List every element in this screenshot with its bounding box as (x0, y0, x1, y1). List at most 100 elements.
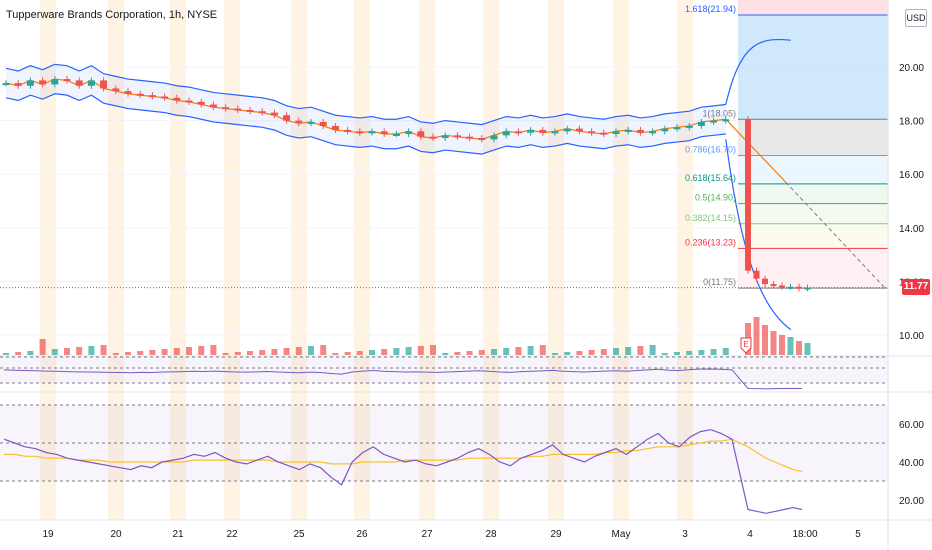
candle (356, 131, 364, 134)
rsi-ma-line (4, 438, 803, 473)
volume-bar (661, 353, 668, 355)
session-band (291, 0, 307, 520)
volume-bar (173, 348, 180, 355)
volume-bar (515, 347, 522, 355)
candle (368, 131, 376, 134)
volume-bar (613, 348, 619, 355)
session-band (483, 0, 499, 520)
candle (563, 128, 571, 132)
candle (588, 131, 596, 134)
candle (770, 284, 777, 287)
volume-bar (454, 352, 461, 355)
volume-bar (247, 351, 253, 355)
candle (429, 136, 437, 139)
volume-bar (588, 350, 595, 355)
candle (779, 285, 785, 288)
candle (417, 131, 425, 137)
candle (344, 129, 352, 132)
fib-zone (738, 119, 888, 156)
candle (14, 83, 22, 86)
session-band (224, 0, 240, 520)
bollinger-lower-drop (725, 139, 792, 331)
candle (722, 119, 730, 122)
session-band (170, 0, 186, 520)
candle (112, 88, 120, 92)
candle (804, 287, 811, 290)
volume-bar (295, 347, 302, 355)
volume-bar (320, 345, 327, 355)
volume-bar (271, 349, 278, 355)
candle (600, 132, 608, 135)
candle (787, 286, 794, 289)
time-tick-label: 29 (550, 529, 562, 540)
candle (51, 79, 59, 85)
time-tick-label: 18:00 (792, 529, 817, 540)
bollinger-upper-drop (725, 39, 791, 105)
fib-label: 0(11.75) (703, 277, 736, 287)
candle (636, 129, 644, 133)
volume-bar (64, 348, 70, 355)
volume-bar (576, 351, 583, 355)
candle (87, 80, 95, 86)
volume-bar (417, 346, 424, 355)
time-tick-label: 26 (356, 529, 368, 540)
candle (753, 270, 760, 279)
volume-bar (186, 347, 192, 355)
volume-bar (710, 349, 717, 355)
volume-bar (625, 347, 632, 355)
candle (258, 111, 266, 114)
time-tick-label: 27 (421, 529, 433, 540)
volume-bar (430, 345, 436, 355)
volume-bar (649, 345, 656, 355)
candle (710, 120, 718, 123)
time-tick-label: 5 (855, 529, 861, 540)
fib-label: 0.5(14.90) (695, 193, 736, 203)
candle (39, 80, 47, 85)
volume-bar (332, 353, 339, 355)
candle (514, 131, 522, 134)
candle (124, 91, 132, 94)
volume-bar (3, 353, 9, 355)
volume-bar (369, 350, 375, 355)
volume-bar (564, 352, 571, 355)
volume-bar (51, 349, 58, 355)
candle (392, 134, 400, 136)
currency-button[interactable]: USD (905, 9, 927, 27)
candle (527, 129, 535, 133)
candle (270, 112, 278, 116)
fib-zone (738, 203, 888, 224)
candle (649, 131, 657, 134)
volume-bar (76, 347, 83, 355)
volume-bar (27, 351, 34, 355)
fib-zone-top (738, 0, 888, 16)
fib-label: 0.786(16.70) (685, 144, 736, 154)
rsi-line (3, 429, 803, 514)
candle (185, 100, 193, 103)
rsi-tick-label: 40.00 (899, 458, 924, 469)
volume-bar (405, 347, 412, 355)
fib-label: 1(18.05) (702, 108, 736, 118)
candle (453, 135, 461, 138)
volume-bar (344, 352, 351, 355)
volume-bar (698, 350, 705, 355)
session-band (108, 0, 124, 520)
candle (745, 119, 751, 271)
candle (673, 127, 681, 130)
candle (148, 95, 156, 98)
volume-bar (39, 339, 46, 355)
volume-bar (161, 349, 168, 355)
price-tick-label: 10.00 (899, 331, 924, 342)
volume-bar (125, 352, 131, 355)
volume-bar (356, 351, 363, 355)
candle (466, 136, 474, 139)
volume-bar (779, 335, 785, 355)
candle (100, 80, 108, 89)
symbol-title: Tupperware Brands Corporation, 1h, NYSE (6, 9, 218, 21)
mini-pane-line (3, 368, 803, 390)
volume-bar (393, 348, 400, 355)
session-band (419, 0, 435, 520)
time-tick-label: 22 (226, 529, 238, 540)
candle (295, 120, 303, 124)
candle (2, 83, 10, 86)
